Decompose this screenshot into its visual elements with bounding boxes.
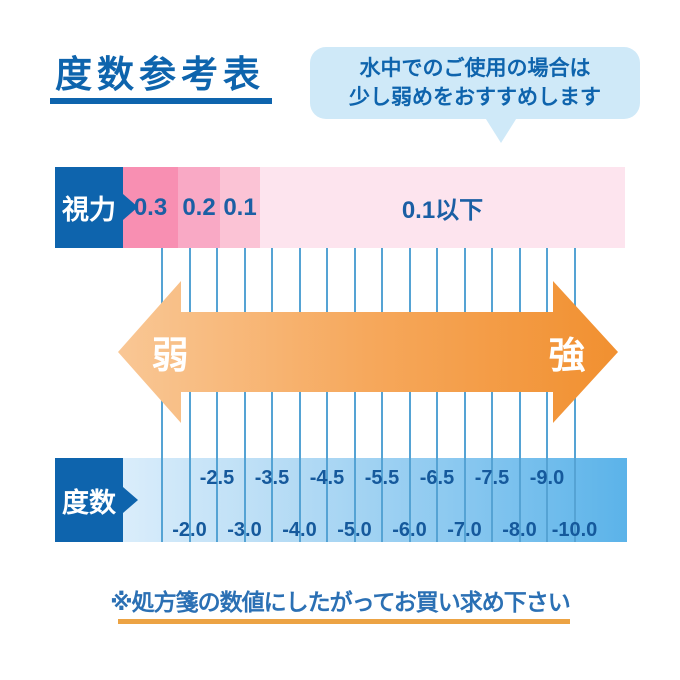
gridline: [408, 248, 411, 542]
degree-value: -4.5: [309, 466, 345, 489]
advice-bubble-tail: [484, 116, 518, 143]
page-title: 度数参考表: [55, 54, 265, 95]
advice-bubble-line1: 水中でのご使用の場合は: [359, 57, 591, 80]
degree-value: -2.5: [199, 466, 235, 489]
vision-segment-value: 0.2: [182, 193, 216, 221]
degree-value: -7.5: [474, 466, 510, 489]
gridline: [188, 248, 191, 542]
gridline: [436, 248, 438, 542]
title-underline: [50, 98, 272, 104]
vision-label-box: 視力: [55, 167, 123, 248]
gridline: [353, 248, 356, 542]
gridline: [518, 248, 521, 542]
degree-value: -7.0: [447, 518, 482, 541]
gridline: [216, 248, 218, 542]
degree-value: -6.5: [419, 466, 455, 489]
advice-bubble: 水中でのご使用の場合は 少し弱めをおすすめします: [310, 47, 640, 119]
note-underline: [118, 619, 570, 624]
degree-value: -6.0: [392, 518, 427, 541]
vision-segment: 0.1以下: [260, 167, 625, 248]
vision-pointer-icon: [123, 194, 138, 220]
gridline: [491, 248, 493, 542]
gridline: [573, 248, 576, 542]
vision-segment-value: 0.1: [223, 193, 257, 221]
weak-label: 弱: [151, 335, 189, 376]
gridline: [243, 248, 246, 542]
degree-pointer-icon: [123, 487, 138, 513]
degree-value: -10.0: [551, 518, 598, 541]
advice-bubble-line2: 少し弱めをおすすめします: [349, 86, 601, 109]
vision-label: 視力: [62, 195, 116, 225]
vision-segment: 0.2: [178, 167, 220, 248]
gridline: [381, 248, 383, 542]
degree-value: -3.0: [227, 518, 262, 541]
vision-segment-value: 0.1以下: [401, 197, 484, 224]
vision-segment: 0.1: [220, 167, 260, 248]
degree-value: -2.0: [172, 518, 207, 541]
gridline: [271, 248, 273, 542]
degree-value: -9.0: [529, 466, 565, 489]
strong-label: 強: [548, 335, 586, 376]
degree-value: -8.0: [502, 518, 537, 541]
degree-value: -4.0: [282, 518, 317, 541]
gridline: [298, 248, 301, 542]
degree-value: -5.0: [337, 518, 372, 541]
degree-label: 度数: [62, 487, 116, 518]
degree-label-box: 度数: [55, 458, 123, 542]
prescription-note: ※処方箋の数値にしたがってお買い求め下さい: [110, 589, 571, 615]
gridline: [326, 248, 328, 542]
gridline: [161, 248, 163, 542]
degree-scale-bar: [123, 458, 627, 542]
degree-value: -5.5: [364, 466, 400, 489]
gridline: [546, 248, 548, 542]
gridline: [463, 248, 466, 542]
degree-value: -3.5: [254, 466, 290, 489]
vision-segment-value: 0.3: [133, 193, 168, 221]
